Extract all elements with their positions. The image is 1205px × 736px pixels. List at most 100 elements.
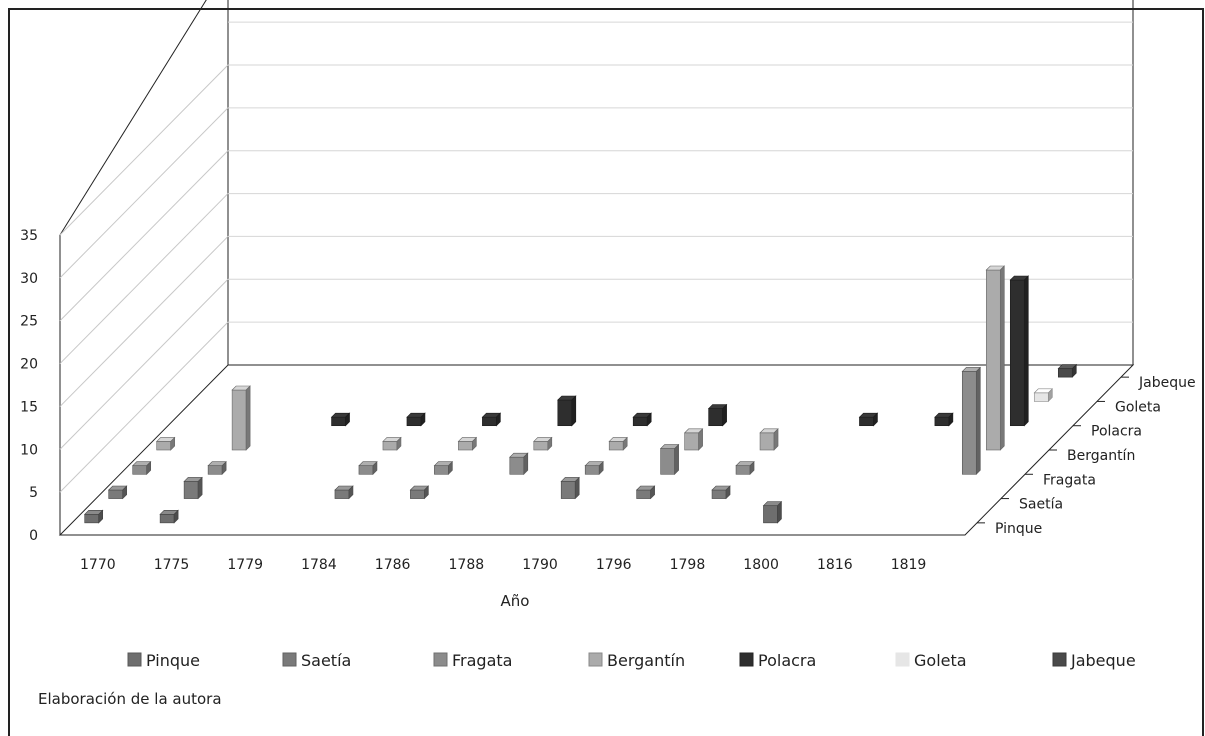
bar — [107, 485, 128, 500]
depth-axis-label: Pinque — [995, 521, 1042, 537]
bar — [961, 366, 982, 476]
bar — [159, 509, 179, 524]
legend-item: Pinque — [127, 651, 200, 670]
legend-item: Goleta — [895, 651, 967, 670]
left-wall-gridline — [59, 321, 229, 493]
bar — [1009, 275, 1030, 427]
bar — [481, 412, 502, 427]
bar — [457, 436, 478, 451]
bar — [382, 436, 402, 451]
depth-axis-label: Saetía — [1019, 497, 1063, 513]
y-tick-label: 30 — [20, 271, 38, 287]
bar — [735, 460, 755, 476]
gridlines — [59, 21, 1133, 493]
bar — [759, 428, 779, 451]
y-tick-label: 10 — [20, 442, 38, 458]
depth-axis-label: Goleta — [1115, 399, 1161, 415]
bar — [358, 460, 378, 476]
back-wall-edge — [227, 0, 1133, 366]
x-tick-label: 1788 — [449, 557, 485, 573]
bar — [131, 460, 152, 476]
legend-label: Jabeque — [1070, 651, 1136, 670]
legend-label: Pinque — [146, 651, 200, 670]
legend-swatch — [588, 652, 603, 667]
bar — [83, 509, 104, 524]
x-tick-label: 1800 — [743, 557, 779, 573]
x-tick-label: 1775 — [154, 557, 190, 573]
bar — [608, 436, 628, 451]
x-tick-label: 1816 — [817, 557, 853, 573]
y-tick-label: 25 — [20, 314, 38, 330]
legend-swatch — [895, 652, 910, 667]
source-note: Elaboración de la autora — [38, 690, 222, 708]
bar — [406, 412, 426, 427]
y-tick-label: 0 — [29, 528, 38, 544]
legend-item: Polacra — [739, 651, 816, 670]
bar — [858, 412, 879, 427]
x-axis-title: Año — [501, 592, 530, 610]
legend-swatch — [433, 652, 448, 667]
left-wall-gridline — [59, 236, 229, 407]
bar — [1057, 363, 1078, 378]
left-wall-gridline — [59, 150, 229, 322]
bar-layer — [83, 265, 1078, 524]
bar — [433, 460, 454, 476]
depth-axis-label: Polacra — [1091, 424, 1142, 440]
legend-item: Saetía — [282, 651, 351, 670]
legend-label: Bergantín — [607, 651, 685, 670]
bar — [659, 443, 680, 476]
bar — [330, 412, 351, 427]
x-tick-label: 1796 — [596, 557, 632, 573]
legend-item: Fragata — [433, 651, 512, 670]
depth-axis-labels: Pinque Saetía Fragata Bergantín Polacra Golet… — [977, 375, 1196, 537]
bar — [632, 412, 652, 427]
x-tick-label: 1786 — [375, 557, 411, 573]
bar — [334, 485, 354, 500]
legend-label: Polacra — [758, 651, 816, 670]
x-tick-label: 1819 — [891, 557, 927, 573]
bar — [155, 436, 176, 451]
chart-walls — [58, 0, 1135, 536]
legend: Pinque Saetía Fragata Bergantín Polacra Golet… — [127, 651, 1136, 670]
legend-swatch — [739, 652, 754, 667]
depth-axis-label: Jabeque — [1138, 375, 1196, 391]
bar — [1033, 388, 1054, 403]
bar — [934, 412, 954, 427]
bar — [183, 476, 203, 500]
left-wall-top — [59, 0, 207, 236]
bar — [707, 403, 728, 427]
legend-swatch — [282, 652, 297, 667]
legend-swatch — [1052, 652, 1067, 667]
left-wall-gridline — [59, 64, 229, 236]
bar — [711, 485, 731, 500]
legend-item: Bergantín — [588, 651, 685, 670]
depth-axis-label: Bergantín — [1067, 448, 1135, 464]
depth-axis-label: Fragata — [1043, 472, 1096, 488]
x-tick-label: 1790 — [522, 557, 558, 573]
bar — [985, 265, 1006, 451]
y-tick-label: 15 — [20, 399, 38, 415]
y-tick-label: 35 — [20, 228, 38, 244]
left-wall-gridline — [59, 193, 229, 364]
bar — [584, 460, 604, 476]
x-tick-label: 1770 — [80, 557, 116, 573]
bar — [207, 460, 227, 476]
legend-label: Fragata — [452, 651, 512, 670]
bar — [409, 485, 430, 500]
legend-label: Saetía — [301, 651, 351, 670]
chart-frame — [8, 8, 1204, 736]
bar — [509, 452, 529, 476]
x-axis-ticks: 1770 1775 1779 1784 1786 1788 1790 1796 1798 1800… — [80, 557, 926, 573]
left-wall-gridline — [59, 278, 229, 450]
x-tick-label: 1779 — [227, 557, 263, 573]
y-axis-ticks: 0 5 10 15 20 25 30 35 — [20, 228, 38, 544]
bar — [683, 428, 704, 451]
bar — [231, 385, 251, 451]
left-wall-gridline — [59, 107, 229, 279]
bar — [560, 476, 580, 500]
x-tick-label: 1784 — [301, 557, 337, 573]
bar — [762, 500, 783, 524]
x-tick-label: 1798 — [670, 557, 706, 573]
legend-item: Jabeque — [1052, 651, 1136, 670]
